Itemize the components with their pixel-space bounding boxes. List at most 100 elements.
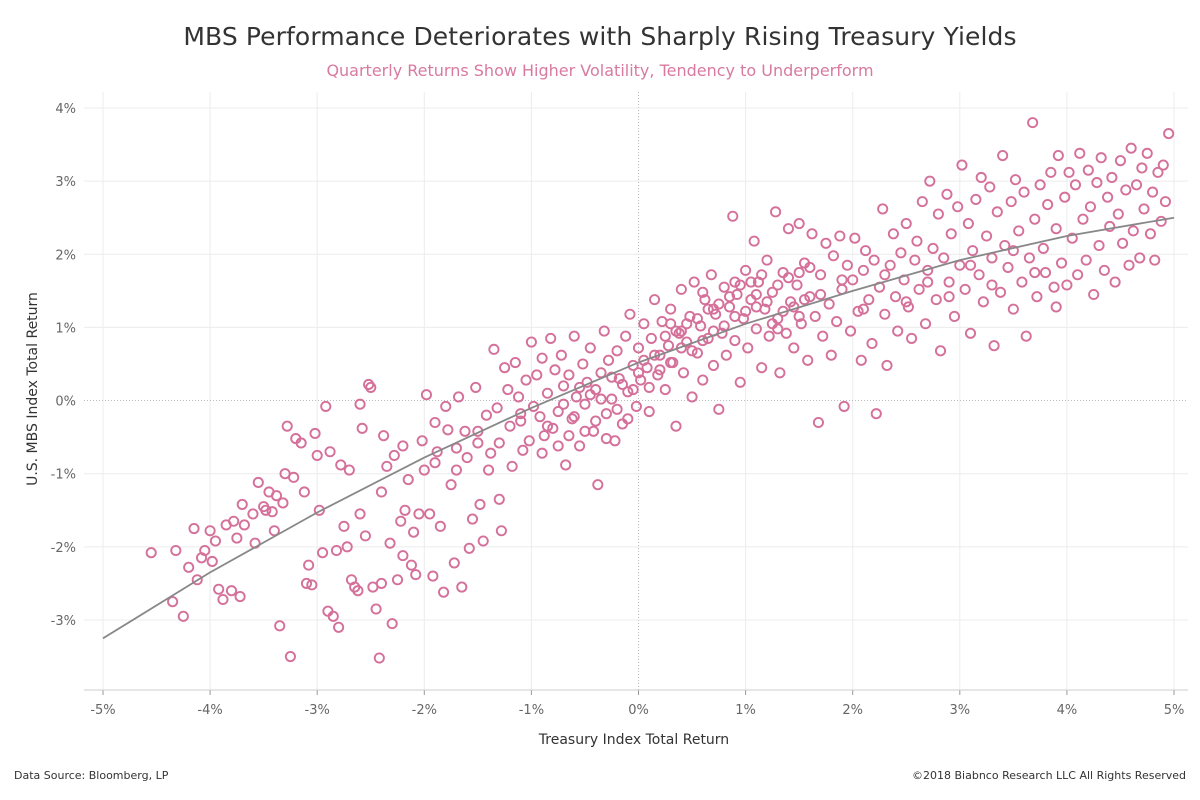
scatter-point: [756, 362, 768, 374]
scatter-point: [967, 245, 979, 257]
scatter-point: [934, 345, 947, 357]
scatter-point: [584, 342, 596, 354]
scatter-point: [270, 490, 283, 502]
scatter-point: [491, 402, 503, 414]
scatter-point: [552, 440, 564, 452]
scatter-point: [804, 291, 816, 303]
scatter-point: [702, 303, 714, 315]
scatter-point: [584, 389, 596, 401]
scatter-point: [823, 298, 835, 310]
scatter-point: [686, 345, 698, 357]
scatter-point: [354, 398, 366, 410]
x-tick-label: 0%: [628, 703, 649, 718]
scatter-point: [570, 391, 582, 403]
scatter-point: [463, 542, 475, 554]
scatter-point: [681, 318, 693, 330]
scatter-point: [665, 356, 677, 369]
scatter-point: [1031, 291, 1043, 303]
scatter-point: [480, 409, 492, 421]
scatter-point: [381, 460, 393, 472]
scatter-point: [616, 378, 628, 391]
scatter-point: [298, 486, 310, 498]
scatter-point: [900, 296, 912, 308]
scatter-point: [474, 498, 486, 510]
scatter-point: [849, 232, 861, 244]
scatter-point: [359, 530, 371, 542]
scatter-point: [1102, 191, 1114, 203]
scatter-point: [341, 541, 353, 553]
scatter-point: [906, 332, 918, 344]
x-tick-label: 5%: [1164, 703, 1185, 718]
scatter-point: [429, 457, 441, 469]
scatter-point: [247, 508, 259, 520]
scatter-point: [652, 369, 664, 381]
scatter-point: [866, 337, 878, 350]
scatter-point: [418, 464, 430, 476]
scatter-point: [378, 430, 390, 442]
scatter-point: [531, 369, 543, 381]
x-tick-label: 4%: [1057, 703, 1078, 718]
scatter-point: [1125, 142, 1137, 154]
scatter-point: [333, 621, 345, 633]
scatter-point: [1114, 155, 1126, 167]
chart-subtitle: Quarterly Returns Show Higher Volatility…: [326, 61, 874, 80]
scatter-point: [324, 446, 336, 458]
scatter-point: [677, 367, 690, 379]
scatter-point: [352, 585, 364, 597]
x-tick-label: 3%: [949, 703, 970, 718]
scatter-point: [552, 405, 564, 418]
scatter-point: [534, 411, 546, 423]
scatter-point: [945, 228, 957, 240]
scatter-point: [375, 577, 388, 589]
scatter-point: [309, 427, 321, 440]
scatter-point: [493, 437, 505, 449]
scatter-point: [734, 279, 746, 291]
scatter-point: [493, 493, 505, 505]
scatter-point: [295, 437, 307, 449]
scatter-point: [410, 569, 422, 581]
scatter-point: [488, 343, 500, 355]
scatter-point: [338, 520, 350, 532]
scatter-point: [782, 272, 794, 284]
scatter-point: [188, 523, 200, 535]
scatter-point: [1112, 208, 1124, 220]
scatter-point: [1029, 213, 1041, 225]
scatter-point: [713, 403, 725, 415]
scatter-point: [568, 411, 580, 423]
scatter-point: [1138, 203, 1150, 215]
x-tick-label: -3%: [305, 703, 330, 718]
copyright-note: ©2018 Biabnco Research LLC All Rights Re…: [912, 769, 1186, 782]
scatter-point: [988, 340, 1000, 352]
scatter-point: [659, 330, 671, 342]
y-tick-label: -1%: [51, 468, 76, 483]
scatter-point: [984, 181, 996, 193]
scatter-point: [707, 359, 720, 372]
scatter-point: [1027, 117, 1039, 129]
scatter-point: [705, 269, 717, 281]
scatter-point: [1088, 288, 1100, 301]
scatter-point: [545, 332, 557, 344]
scatter-point: [870, 408, 882, 420]
y-tick-label: 2%: [55, 248, 76, 263]
scatter-point: [927, 242, 939, 254]
scatter-point: [234, 591, 246, 603]
y-tick-label: -3%: [51, 614, 76, 629]
scatter-point: [1048, 281, 1060, 293]
scatter-point: [445, 479, 457, 491]
scatter-point: [602, 354, 615, 366]
scatter-point: [924, 175, 936, 187]
scatter-point: [391, 574, 404, 586]
scatter-point: [922, 276, 934, 288]
scatter-point: [770, 206, 782, 218]
scatter-point: [809, 310, 821, 322]
scatter-point: [167, 596, 179, 608]
scatter-point: [1042, 198, 1054, 211]
scatter-point: [600, 433, 612, 445]
scatter-point: [1163, 128, 1175, 140]
scatter-point: [902, 301, 914, 313]
scatter-point: [750, 301, 762, 313]
scatter-point: [395, 515, 407, 527]
scatter-point: [370, 603, 382, 615]
scatter-point: [177, 610, 189, 622]
